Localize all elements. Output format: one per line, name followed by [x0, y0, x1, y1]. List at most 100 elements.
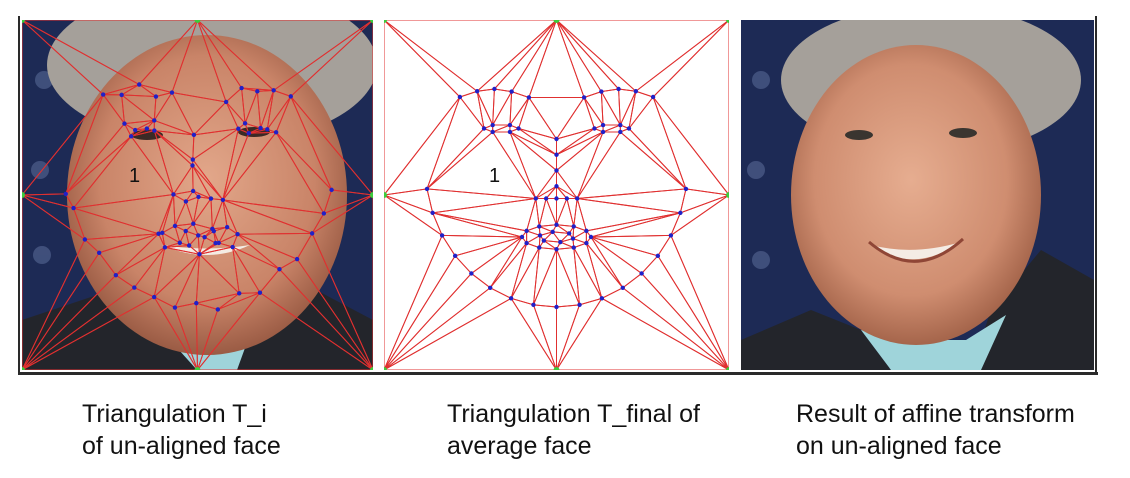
landmark-point: [122, 121, 127, 126]
landmark-point: [543, 196, 549, 201]
landmark-point: [153, 94, 159, 99]
landmark-point: [599, 296, 605, 301]
landmark-point: [600, 122, 606, 128]
landmark-point: [211, 228, 216, 234]
landmark-point: [132, 285, 137, 290]
landmark-point: [620, 285, 625, 290]
caption-average-triangulation: Triangulation T_final of average face: [447, 398, 700, 462]
landmark-point: [220, 197, 226, 203]
landmark-point: [537, 245, 542, 250]
landmark-point: [554, 196, 559, 201]
landmark-point: [507, 129, 513, 135]
aligned-face-photo: [741, 20, 1094, 370]
landmark-point: [152, 128, 157, 133]
landmark-point: [162, 245, 168, 250]
unaligned-face-image: 1: [22, 20, 373, 370]
landmark-point: [571, 245, 576, 250]
anchor-point: [726, 20, 729, 23]
landmark-point: [554, 184, 559, 189]
landmark-point: [177, 240, 183, 245]
landmark-point: [564, 196, 570, 201]
landmark-point: [194, 300, 199, 306]
landmark-point: [96, 250, 102, 255]
landmark-point: [469, 271, 474, 276]
landmark-point: [492, 86, 497, 92]
affine-result-panel: [741, 20, 1094, 370]
landmark-point: [519, 234, 525, 240]
landmark-point: [152, 118, 157, 123]
mesh-triangle: [122, 119, 155, 131]
landmark-point: [554, 247, 559, 252]
landmark-point: [524, 228, 529, 234]
landmark-point: [554, 222, 559, 227]
landmark-point: [650, 94, 656, 100]
landmark-point: [186, 243, 192, 248]
average-face-triangulation-panel: 1: [384, 20, 729, 370]
landmark-point: [571, 224, 576, 229]
landmark-point: [329, 187, 334, 193]
landmark-point: [490, 122, 495, 128]
landmark-point: [439, 233, 445, 238]
landmark-point: [71, 205, 76, 211]
anchor-point: [384, 20, 387, 23]
anchor-point: [22, 192, 25, 198]
landmark-point: [237, 291, 242, 296]
landmark-point: [537, 233, 543, 238]
landmark-point: [183, 228, 188, 234]
landmark-point: [257, 290, 263, 295]
landmark-point: [169, 90, 175, 95]
landmark-point: [246, 131, 251, 136]
landmark-point: [82, 237, 88, 242]
left-rule: [18, 16, 20, 374]
landmark-point: [191, 132, 197, 138]
landmark-point: [509, 89, 514, 94]
landmark-point: [172, 305, 178, 310]
mesh-triangle: [492, 124, 511, 133]
landmark-point: [239, 85, 244, 91]
caption-line: average face: [447, 432, 592, 460]
landmark-point: [119, 92, 124, 98]
landmark-point: [558, 239, 563, 245]
landmark-point: [235, 232, 240, 237]
landmark-point: [113, 272, 119, 278]
landmark-point: [570, 236, 576, 241]
landmark-point: [190, 157, 195, 162]
anchor-point: [370, 20, 373, 23]
landmark-point: [294, 256, 300, 262]
landmark-point: [321, 211, 327, 216]
landmark-point: [457, 94, 463, 100]
caption-line: Triangulation T_final of: [447, 400, 700, 428]
anchor-point: [194, 20, 201, 23]
mesh-triangle: [153, 91, 195, 136]
anchor-point: [370, 192, 373, 198]
landmark-point: [190, 188, 196, 194]
landmark-point: [588, 234, 594, 240]
landmark-point: [474, 89, 480, 94]
landmark-point: [626, 126, 632, 131]
landmark-point: [100, 92, 106, 97]
landmark-point: [584, 240, 589, 246]
anchor-point: [726, 367, 729, 370]
landmark-point: [191, 221, 196, 226]
landmark-point: [309, 231, 315, 236]
caption-line: of un-aligned face: [82, 432, 281, 460]
anchor-point: [384, 192, 387, 198]
landmark-point: [258, 125, 263, 131]
mesh-triangle: [556, 128, 595, 156]
landmark-point: [481, 126, 487, 131]
landmark-point: [202, 234, 207, 240]
landmark-point: [516, 126, 521, 131]
landmark-point: [507, 122, 513, 128]
bottom-rule: [18, 372, 1098, 375]
landmark-point: [531, 302, 536, 308]
triangulation-mesh: [384, 20, 729, 370]
right-rule: [1095, 16, 1097, 374]
landmark-point: [533, 196, 538, 201]
average-face-mesh-image: 1: [384, 20, 729, 370]
landmark-point: [550, 229, 555, 235]
landmark-point: [683, 186, 689, 192]
landmark-point: [223, 99, 229, 105]
mesh-triangle: [602, 124, 621, 133]
landmark-point: [196, 194, 201, 200]
triangulation-mesh: [22, 20, 373, 370]
